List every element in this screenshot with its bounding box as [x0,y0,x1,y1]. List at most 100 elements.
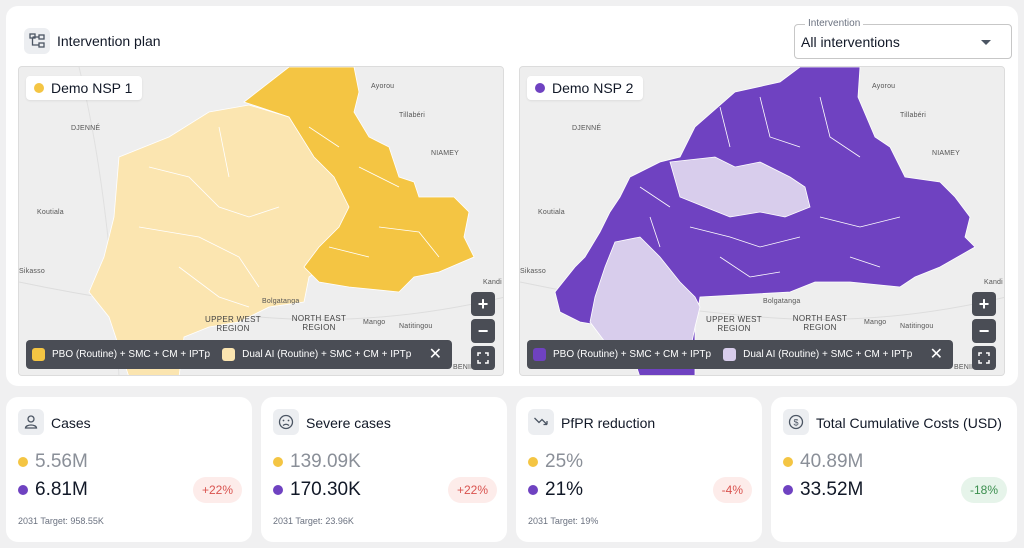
zoom-in-button[interactable]: + [972,292,996,316]
region-pbo[interactable] [243,67,475,293]
nsp-2-value: 33.52M [800,479,864,500]
fullscreen-icon [477,352,489,364]
map-canvas[interactable] [19,67,504,376]
legend-label: PBO (Routine) + SMC + CM + IPTp [553,349,712,360]
zoom-out-button[interactable]: − [471,319,495,343]
close-icon[interactable]: ✕ [428,345,442,363]
zoom-out-button[interactable]: − [972,319,996,343]
map-title-text: Demo NSP 2 [552,80,634,96]
legend-label: Dual AI (Routine) + SMC + CM + IPTp [743,349,913,360]
target-text: 2031 Target: 19% [528,516,599,526]
card-severe-cases: Severe cases 139.09K 170.30K +22% 2031 T… [261,397,507,542]
map-label-kandi: Kandi [984,279,1003,286]
map-label-niamey: NIAMEY [431,150,460,157]
map-label-natitingou: Natitingou [399,323,433,330]
map-label-benin: BENIN [453,364,476,371]
map-label-ayorou: Ayorou [872,83,896,90]
legend-swatch [533,348,546,361]
nsp-1-dot [528,457,538,467]
sad-face-icon [273,409,299,435]
delta-badge: -18% [960,477,1007,503]
chevron-down-icon[interactable] [981,40,991,45]
legend-label: Dual AI (Routine) + SMC + CM + IPTp [242,349,412,360]
map-label-sikasso: Sikasso [520,268,546,275]
legend-swatch [222,348,236,361]
map-label-mango: Mango [864,319,887,326]
intervention-select-value: All interventions [801,34,900,50]
nsp-1-value: 40.89M [800,451,864,472]
delta-badge: +22% [447,477,497,503]
map-label-bolgatanga: Bolgatanga [262,298,300,305]
fullscreen-icon [978,352,990,364]
map-legend: PBO (Routine) + SMC + CM + IPTp Dual AI … [26,340,452,369]
intervention-select[interactable]: Intervention All interventions [794,18,1012,59]
map-label-upper-west: UPPER WEST REGION [706,315,762,333]
target-text: 2031 Target: 23.96K [273,516,354,526]
nsp-2-value-row: 170.30K [273,479,361,501]
map-label-ayorou: Ayorou [371,83,395,90]
nsp-2-dot [528,485,538,495]
map-label-koutiala: Koutiala [538,209,565,216]
legend-item-dual-ai: Dual AI (Routine) + SMC + CM + IPTp [723,348,912,361]
region-dual-ai[interactable] [669,156,811,218]
nsp-2-dot [783,485,793,495]
close-icon[interactable]: ✕ [929,345,943,363]
map-title-nsp-1: Demo NSP 1 [26,76,143,100]
map-label-mango: Mango [363,319,386,326]
zoom-in-button[interactable]: + [471,292,495,316]
map-legend: PBO (Routine) + SMC + CM + IPTp Dual AI … [527,340,953,369]
nsp-2-dot [535,83,545,93]
nsp-1-dot [18,457,28,467]
nsp-1-value-row: 139.09K [273,451,361,473]
map-nsp-1[interactable]: Ayorou Tillabéri DJENNÉ NIAMEY Koutiala … [18,66,504,376]
card-pfpr-reduction: PfPR reduction 25% 21% -4% 2031 Target: … [516,397,762,542]
map-label-upper-west: UPPER WEST REGION [205,315,261,333]
svg-text:$: $ [793,418,798,428]
nsp-1-value: 5.56M [35,451,88,472]
dollar-icon: $ [783,409,809,435]
legend-swatch [723,348,737,361]
card-title: Cases [51,415,91,431]
intervention-select-label: Intervention [805,18,864,30]
map-label-koutiala: Koutiala [37,209,64,216]
map-title-text: Demo NSP 1 [51,80,133,96]
person-icon [18,409,44,435]
nsp-1-dot [273,457,283,467]
card-total-costs: $ Total Cumulative Costs (USD) 40.89M 33… [771,397,1017,542]
map-label-tillaberi: Tillabéri [900,112,927,119]
nsp-1-dot [34,83,44,93]
target-text: 2031 Target: 958.55K [18,516,104,526]
map-label-kandi: Kandi [483,279,502,286]
nsp-1-value-row: 25% [528,451,583,473]
nsp-2-value: 21% [545,479,584,500]
nsp-2-value-row: 21% [528,479,583,501]
map-label-natitingou: Natitingou [900,323,934,330]
region-dual-ai[interactable] [88,104,360,376]
card-title: Total Cumulative Costs (USD) [816,415,1002,431]
nsp-2-value: 170.30K [290,479,361,500]
nsp-2-dot [273,485,283,495]
fullscreen-button[interactable] [471,346,495,370]
legend-item-pbo: PBO (Routine) + SMC + CM + IPTp [533,348,711,361]
page-title: Intervention plan [57,33,161,49]
map-label-north-east: NORTH EAST REGION [291,314,347,332]
map-label-tillaberi: Tillabéri [399,112,426,119]
map-canvas[interactable] [520,67,1005,376]
region-dual-ai-south[interactable] [589,236,701,353]
delta-badge: +22% [192,477,242,503]
sitemap-icon [24,28,50,54]
nsp-2-value: 6.81M [35,479,88,500]
card-title: PfPR reduction [561,415,656,431]
fullscreen-button[interactable] [972,346,996,370]
map-label-benin: BENIN [954,364,977,371]
map-nsp-2[interactable]: Ayorou Tillabéri DJENNÉ NIAMEY Koutiala … [519,66,1005,376]
nsp-1-value: 139.09K [290,451,361,472]
trending-down-icon [528,409,554,435]
map-title-nsp-2: Demo NSP 2 [527,76,644,100]
map-label-djenne: DJENNÉ [572,125,602,132]
nsp-2-value-row: 33.52M [783,479,863,501]
legend-item-pbo: PBO (Routine) + SMC + CM + IPTp [32,348,210,361]
legend-swatch [32,348,45,361]
card-cases: Cases 5.56M 6.81M +22% 2031 Target: 958.… [6,397,252,542]
nsp-2-dot [18,485,28,495]
